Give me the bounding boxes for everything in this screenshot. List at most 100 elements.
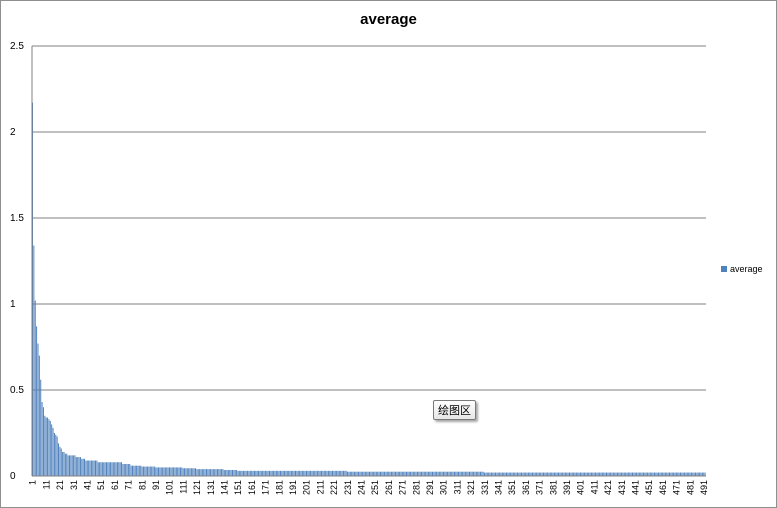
bar (229, 469, 231, 476)
bar (282, 470, 284, 476)
bar (151, 466, 153, 476)
bar (585, 472, 587, 476)
bar (240, 470, 242, 476)
bar (375, 471, 377, 476)
bar (496, 472, 498, 476)
bar (237, 470, 239, 476)
bar (111, 462, 113, 476)
x-tick-label: 411 (589, 480, 599, 494)
bar (63, 451, 65, 476)
bar (567, 472, 569, 476)
bar (545, 472, 547, 476)
bar (315, 470, 317, 476)
bar (401, 471, 403, 476)
bar (121, 462, 123, 476)
bar (166, 467, 168, 476)
x-tick-label: 231 (343, 480, 353, 495)
y-tick-label: 0 (10, 471, 16, 482)
bar (233, 469, 235, 476)
x-tick-label: 91 (151, 480, 161, 490)
bar (399, 471, 401, 476)
bar (686, 472, 688, 476)
bar (408, 471, 410, 476)
bar (503, 472, 505, 476)
bar (690, 472, 692, 476)
bar (515, 472, 517, 476)
bar (556, 472, 558, 476)
bar (171, 467, 173, 476)
bar (697, 472, 699, 476)
bar (575, 472, 577, 476)
x-tick-label: 441 (630, 480, 640, 495)
bar (625, 472, 627, 476)
bar (637, 472, 639, 476)
legend[interactable]: average (721, 264, 763, 274)
bar (142, 466, 144, 476)
bar (526, 472, 528, 476)
bar (481, 471, 483, 476)
bar (452, 471, 454, 476)
bar (211, 469, 213, 476)
bar (696, 472, 698, 476)
bar (685, 472, 687, 476)
bar (326, 470, 328, 476)
bar (385, 471, 387, 476)
legend-label: average (730, 264, 763, 274)
bar (559, 472, 561, 476)
bar (564, 472, 566, 476)
bar (170, 467, 172, 476)
bar (140, 465, 142, 476)
bar (156, 467, 158, 476)
bar (199, 469, 201, 476)
x-tick-label: 391 (562, 480, 572, 495)
bar (652, 472, 654, 476)
bar (405, 471, 407, 476)
x-tick-label: 61 (110, 480, 120, 490)
bar (292, 470, 294, 476)
bar (473, 471, 475, 476)
bar (451, 471, 453, 476)
bar (188, 468, 190, 476)
bar (88, 460, 90, 476)
bar (429, 471, 431, 476)
bar (322, 470, 324, 476)
bar (462, 471, 464, 476)
x-tick-label: 431 (617, 480, 627, 495)
bar (100, 462, 102, 476)
bar (81, 458, 83, 476)
bar (45, 417, 47, 476)
bar (501, 472, 503, 476)
bar (62, 451, 64, 476)
bar (445, 471, 447, 476)
bar (255, 470, 257, 476)
bar (178, 467, 180, 476)
bar (238, 470, 240, 476)
bar (329, 470, 331, 476)
bar (386, 471, 388, 476)
bar (130, 465, 132, 476)
bar (132, 465, 133, 476)
bar (647, 472, 649, 476)
bar (68, 455, 70, 476)
x-tick-label: 421 (603, 480, 613, 495)
bar (279, 470, 281, 476)
bar (447, 471, 449, 476)
bar (286, 470, 288, 476)
bar (415, 471, 417, 476)
bar (353, 471, 355, 476)
bar (359, 471, 361, 476)
bar (636, 472, 638, 476)
bar (101, 462, 103, 476)
bar (508, 472, 510, 476)
bar (419, 471, 421, 476)
x-tick-label: 341 (493, 480, 503, 495)
bar (527, 472, 529, 476)
bar (455, 471, 457, 476)
bar (93, 460, 95, 476)
bar (579, 472, 581, 476)
bar (479, 471, 481, 476)
bar (290, 470, 292, 476)
x-tick-label: 21 (55, 480, 65, 490)
bar (577, 472, 579, 476)
